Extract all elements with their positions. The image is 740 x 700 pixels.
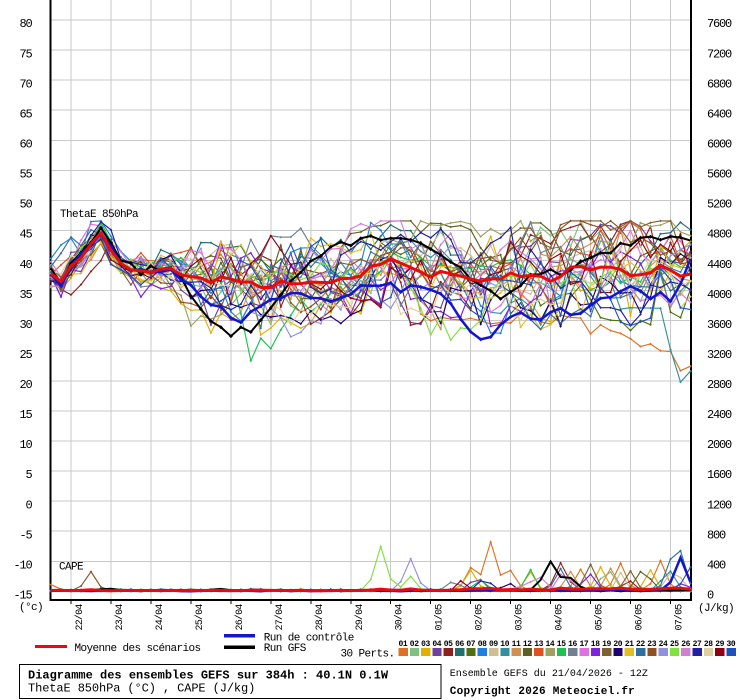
svg-text:7600: 7600 (707, 17, 732, 31)
svg-text:04/05: 04/05 (554, 604, 566, 631)
svg-text:28/04: 28/04 (314, 604, 326, 631)
svg-text:23/04: 23/04 (114, 604, 126, 631)
svg-text:2800: 2800 (707, 378, 732, 392)
svg-text:15: 15 (19, 408, 32, 422)
svg-text:02: 02 (410, 640, 419, 649)
svg-text:80: 80 (19, 17, 32, 31)
svg-text:03: 03 (421, 640, 430, 649)
svg-text:50: 50 (19, 198, 32, 212)
svg-text:(°c): (°c) (19, 602, 43, 614)
svg-text:02/05: 02/05 (474, 604, 486, 631)
svg-text:75: 75 (19, 47, 32, 61)
svg-text:16: 16 (568, 640, 577, 649)
svg-text:2400: 2400 (707, 408, 732, 422)
svg-text:29: 29 (715, 640, 724, 649)
svg-text:14: 14 (546, 640, 555, 649)
svg-text:25/04: 25/04 (194, 604, 206, 631)
svg-text:24: 24 (659, 640, 668, 649)
svg-text:30: 30 (727, 640, 736, 649)
svg-text:10: 10 (500, 640, 509, 649)
svg-text:400: 400 (707, 559, 726, 573)
svg-text:ThetaE 850hPa: ThetaE 850hPa (60, 209, 139, 221)
svg-text:4000: 4000 (707, 288, 732, 302)
svg-text:05/05: 05/05 (594, 604, 606, 631)
svg-text:23: 23 (647, 640, 656, 649)
svg-text:08: 08 (478, 640, 487, 649)
svg-text:70: 70 (19, 77, 32, 91)
svg-text:20: 20 (613, 640, 622, 649)
svg-text:7200: 7200 (707, 47, 732, 61)
svg-text:45: 45 (19, 228, 32, 242)
svg-text:0: 0 (707, 589, 714, 603)
svg-text:4800: 4800 (707, 228, 732, 242)
svg-text:1600: 1600 (707, 468, 732, 482)
svg-text:40: 40 (19, 258, 32, 272)
svg-text:30 Perts.: 30 Perts. (341, 649, 395, 661)
svg-text:5200: 5200 (707, 198, 732, 212)
svg-text:4400: 4400 (707, 258, 732, 272)
svg-text:21: 21 (625, 640, 634, 649)
svg-text:01/05: 01/05 (434, 604, 446, 631)
svg-text:6000: 6000 (707, 138, 732, 152)
svg-text:26: 26 (681, 640, 690, 649)
svg-text:Copyright 2026 Meteociel.fr: Copyright 2026 Meteociel.fr (450, 686, 635, 698)
svg-text:09: 09 (489, 640, 498, 649)
svg-text:CAPE: CAPE (59, 562, 84, 574)
svg-text:Moyenne des scénarios: Moyenne des scénarios (75, 643, 201, 655)
svg-text:06: 06 (455, 640, 464, 649)
svg-text:20: 20 (19, 378, 32, 392)
svg-text:15: 15 (557, 640, 566, 649)
svg-text:06/05: 06/05 (634, 604, 646, 631)
svg-text:Ensemble GEFS du 21/04/2026 -: Ensemble GEFS du 21/04/2026 - 12Z (450, 668, 648, 680)
svg-text:1200: 1200 (707, 498, 732, 512)
svg-text:25: 25 (19, 348, 32, 362)
svg-text:18: 18 (591, 640, 600, 649)
svg-text:65: 65 (19, 107, 32, 121)
svg-text:10: 10 (19, 438, 32, 452)
svg-text:07: 07 (466, 640, 475, 649)
svg-text:19: 19 (602, 640, 611, 649)
svg-text:5: 5 (25, 468, 32, 482)
svg-text:-5: -5 (19, 528, 32, 542)
svg-text:29/04: 29/04 (354, 604, 366, 631)
svg-text:22/04: 22/04 (74, 604, 86, 631)
svg-text:12: 12 (523, 640, 532, 649)
svg-text:05: 05 (444, 640, 453, 649)
svg-text:03/05: 03/05 (514, 604, 526, 631)
svg-text:3600: 3600 (707, 318, 732, 332)
svg-text:3200: 3200 (707, 348, 732, 362)
svg-text:55: 55 (19, 168, 32, 182)
svg-text:-10: -10 (13, 559, 32, 573)
svg-text:Run de contrôle: Run de contrôle (264, 633, 354, 645)
svg-text:07/05: 07/05 (674, 604, 686, 631)
svg-text:800: 800 (707, 528, 726, 542)
svg-text:0: 0 (25, 498, 32, 512)
svg-text:13: 13 (534, 640, 543, 649)
svg-text:Run GFS: Run GFS (264, 643, 307, 655)
svg-text:11: 11 (512, 640, 521, 649)
svg-text:01: 01 (399, 640, 408, 649)
svg-text:60: 60 (19, 138, 32, 152)
svg-text:2000: 2000 (707, 438, 732, 452)
svg-text:30: 30 (19, 318, 32, 332)
svg-text:6800: 6800 (707, 77, 732, 91)
svg-text:24/04: 24/04 (154, 604, 166, 631)
svg-text:25: 25 (670, 640, 679, 649)
svg-text:6400: 6400 (707, 107, 732, 121)
svg-text:-15: -15 (13, 589, 32, 603)
svg-text:26/04: 26/04 (234, 604, 246, 631)
svg-text:Diagramme des ensembles GEFS s: Diagramme des ensembles GEFS sur 384h : … (28, 669, 389, 683)
svg-text:27/04: 27/04 (274, 604, 286, 631)
svg-text:30/04: 30/04 (394, 604, 406, 631)
svg-text:5600: 5600 (707, 168, 732, 182)
svg-text:35: 35 (19, 288, 32, 302)
svg-text:27: 27 (693, 640, 702, 649)
svg-text:(J/kg): (J/kg) (698, 603, 734, 615)
svg-text:28: 28 (704, 640, 713, 649)
svg-text:17: 17 (580, 640, 589, 649)
svg-text:04: 04 (432, 640, 441, 649)
svg-text:22: 22 (636, 640, 645, 649)
svg-text:ThetaE 850hPa (°C) , CAPE (J/k: ThetaE 850hPa (°C) , CAPE (J/kg) (28, 682, 255, 696)
